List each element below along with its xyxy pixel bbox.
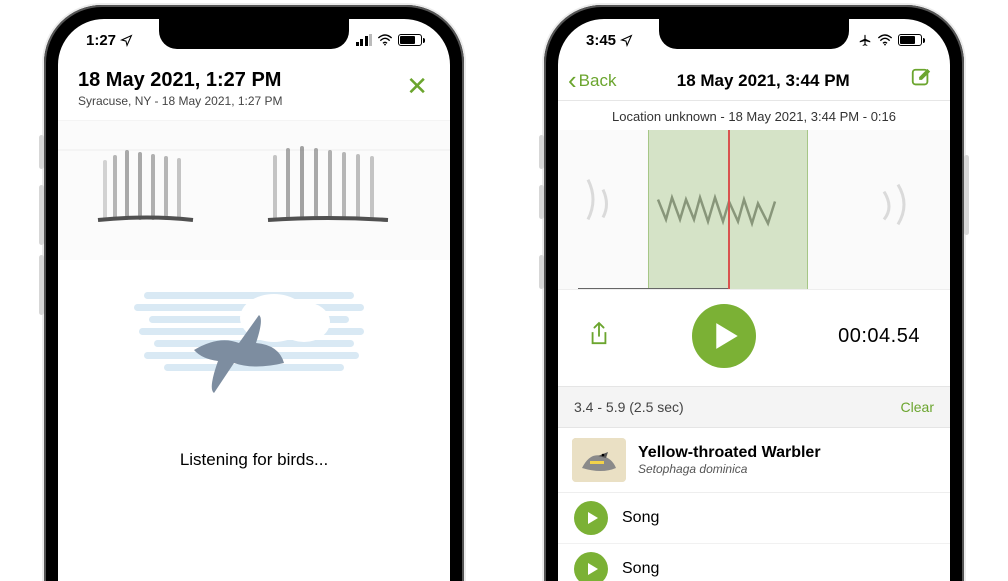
listening-status: Listening for birds... — [58, 450, 450, 470]
species-common-name: Yellow-throated Warbler — [638, 444, 821, 462]
notch — [159, 19, 349, 49]
share-button[interactable] — [588, 321, 610, 352]
screen-left: 1:27 18 May 2021, 1:27 PM Syracuse, NY -… — [58, 19, 450, 581]
play-icon — [714, 321, 740, 351]
song-item[interactable]: Song — [558, 544, 950, 581]
chevron-left-icon: ‹ — [568, 67, 577, 93]
play-button[interactable] — [692, 304, 756, 368]
edit-button[interactable] — [910, 67, 932, 94]
spectrogram-live — [58, 120, 450, 260]
status-time: 3:45 — [586, 32, 616, 49]
selection-bar: 3.4 - 5.9 (2.5 sec) Clear — [558, 386, 950, 428]
nav-title: 18 May 2021, 3:44 PM — [677, 71, 850, 91]
phone-mockup-left: 1:27 18 May 2021, 1:27 PM Syracuse, NY -… — [44, 5, 464, 581]
status-time: 1:27 — [86, 32, 116, 49]
share-icon — [588, 321, 610, 347]
play-song-button[interactable] — [574, 552, 608, 581]
recording-meta: Location unknown - 18 May 2021, 3:44 PM … — [558, 101, 950, 130]
playback-controls: 00:04.54 — [558, 290, 950, 386]
battery-icon — [898, 34, 922, 46]
timecode: 00:04.54 — [838, 325, 920, 348]
screen-right: 3:45 ‹ Back 18 May 2021, 3:44 PM — [558, 19, 950, 581]
playhead — [728, 130, 730, 289]
play-icon — [587, 511, 599, 525]
recording-header: 18 May 2021, 1:27 PM Syracuse, NY - 18 M… — [58, 61, 450, 120]
listening-illustration — [58, 260, 450, 440]
recording-subtitle: Syracuse, NY - 18 May 2021, 1:27 PM — [78, 94, 283, 108]
wifi-icon — [377, 34, 393, 46]
recording-title: 18 May 2021, 1:27 PM — [78, 69, 283, 92]
play-icon — [587, 562, 599, 576]
cellular-signal-icon — [356, 34, 373, 46]
airplane-mode-icon — [858, 33, 872, 47]
play-song-button[interactable] — [574, 501, 608, 535]
nav-bar: ‹ Back 18 May 2021, 3:44 PM — [558, 61, 950, 101]
back-label: Back — [579, 71, 617, 91]
song-label: Song — [622, 560, 659, 578]
species-result[interactable]: Yellow-throated Warbler Setophaga domini… — [558, 428, 950, 493]
close-button[interactable]: ✕ — [404, 69, 430, 103]
species-thumbnail — [572, 438, 626, 482]
species-latin-name: Setophaga dominica — [638, 462, 821, 476]
phone-mockup-right: 3:45 ‹ Back 18 May 2021, 3:44 PM — [544, 5, 964, 581]
selection-range: 3.4 - 5.9 (2.5 sec) — [574, 399, 684, 415]
compose-icon — [910, 67, 932, 89]
battery-icon — [398, 34, 422, 46]
location-arrow-icon — [120, 34, 133, 47]
song-item[interactable]: Song — [558, 493, 950, 544]
wifi-icon — [877, 34, 893, 46]
notch — [659, 19, 849, 49]
timeline-tick — [578, 288, 728, 289]
song-label: Song — [622, 509, 659, 527]
back-button[interactable]: ‹ Back — [568, 69, 616, 93]
spectrogram-recorded[interactable] — [558, 130, 950, 290]
location-arrow-icon — [620, 34, 633, 47]
clear-selection-button[interactable]: Clear — [901, 399, 934, 415]
